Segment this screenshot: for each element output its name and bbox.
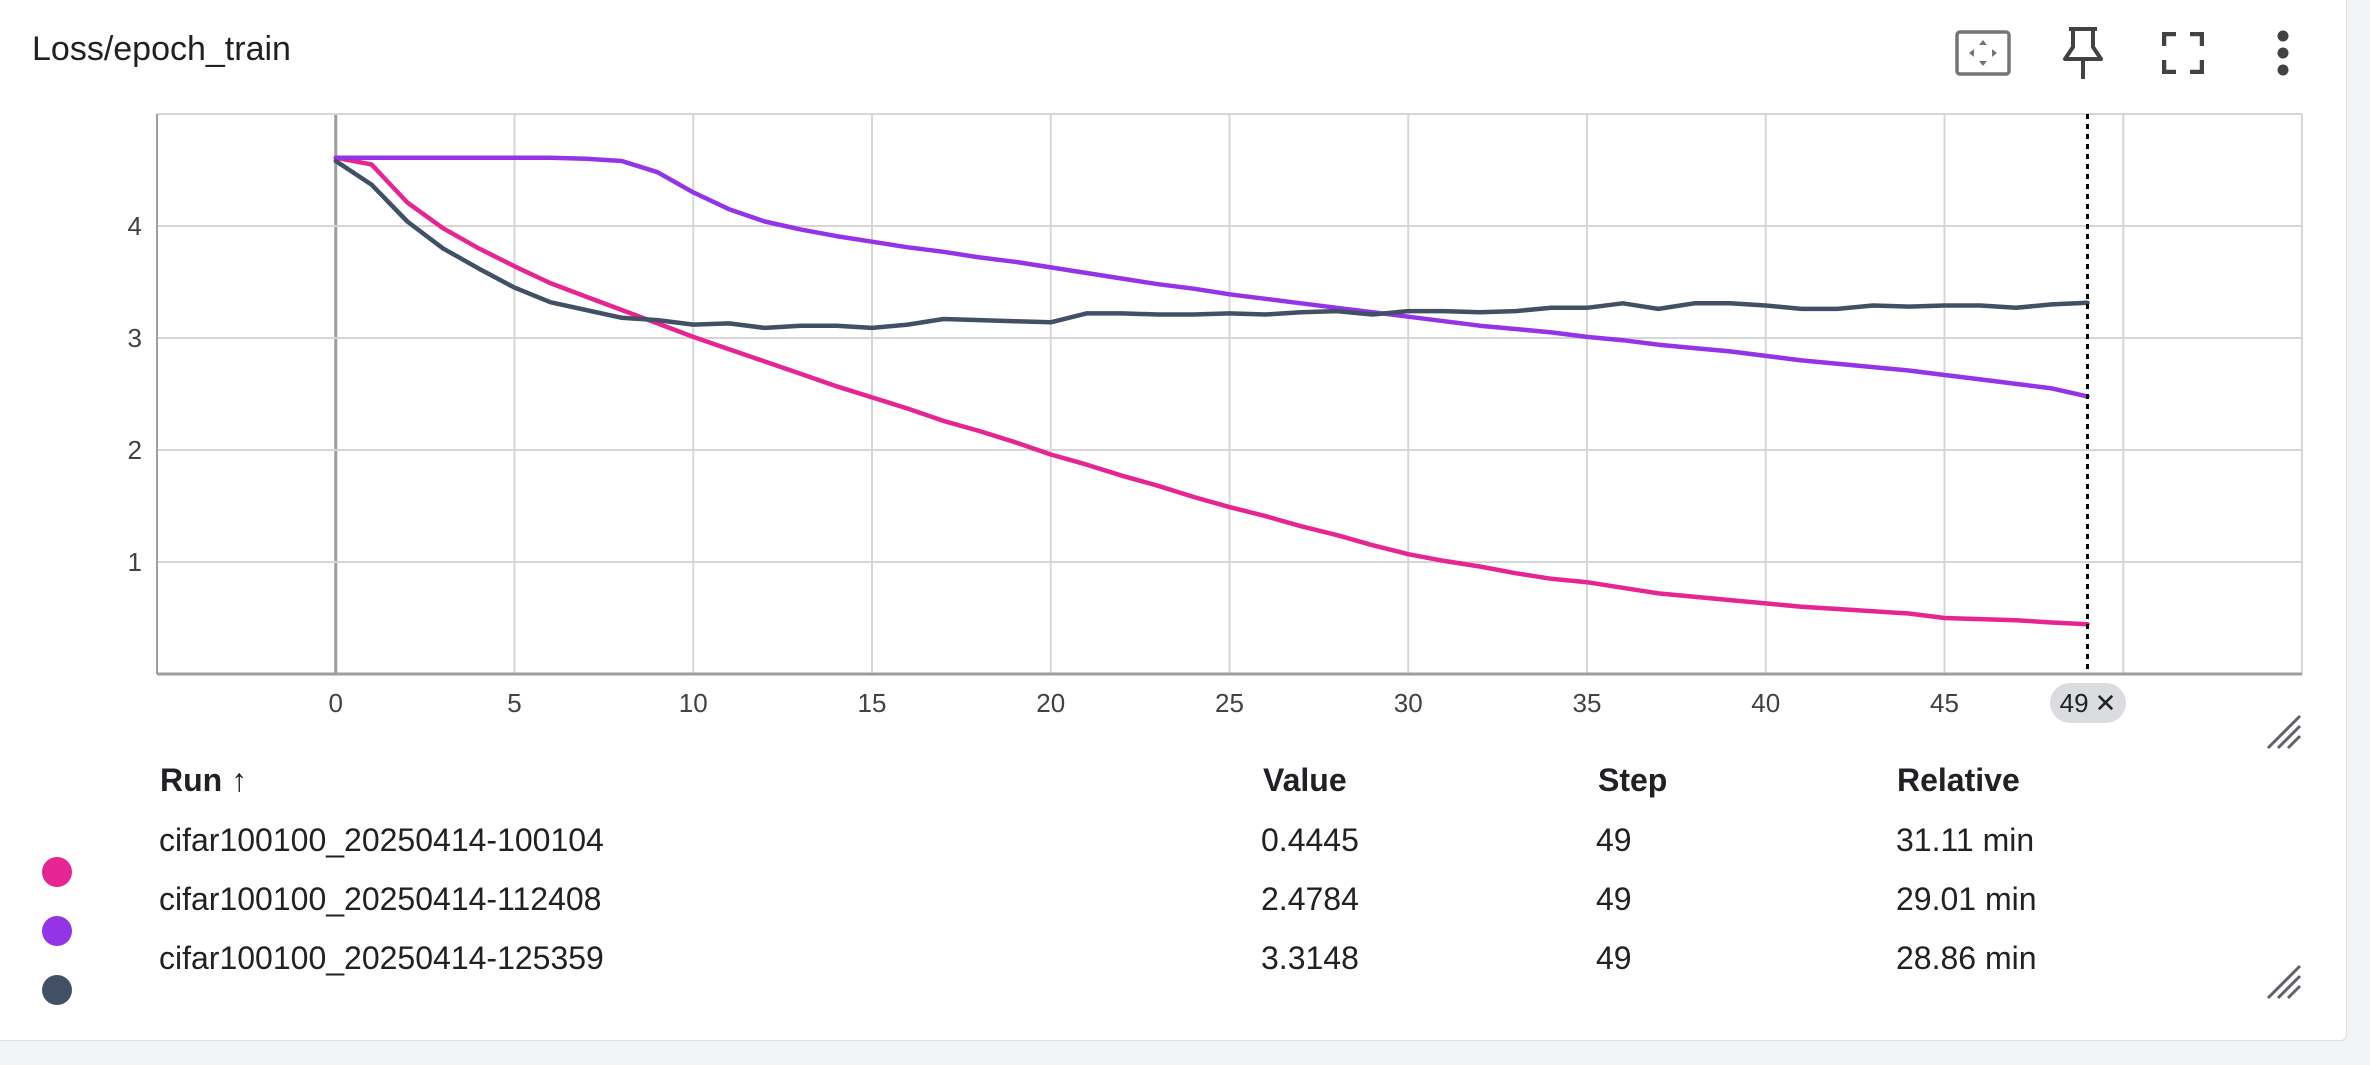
fit-domain-button[interactable] bbox=[1948, 18, 2018, 88]
pin-icon bbox=[2063, 27, 2103, 79]
table-row-step: 49 bbox=[1596, 822, 1632, 858]
hover-step-chip[interactable]: 49 ✕ bbox=[2050, 683, 2126, 723]
table-row-value: 0.4445 bbox=[1261, 822, 1359, 858]
table-row-step: 49 bbox=[1596, 881, 1632, 917]
column-header-run[interactable]: Run ↑ bbox=[160, 762, 247, 799]
run-color-dot bbox=[42, 916, 72, 946]
table-row-relative: 29.01 min bbox=[1896, 881, 2037, 917]
x-tick-label: 0 bbox=[329, 688, 343, 718]
card-title: Loss/epoch_train bbox=[32, 30, 291, 68]
x-tick-label: 10 bbox=[679, 688, 708, 718]
y-tick-label: 3 bbox=[128, 323, 142, 353]
line-chart[interactable]: 0 5 10 15 20 25 30 35 40 45 1 2 3 4 bbox=[0, 0, 2346, 740]
chart-resize-handle[interactable] bbox=[2264, 712, 2304, 752]
scalar-card: Loss/epoch_train 0 5 10 15 20 25 30 35 40 45 1 2 3 4 … bbox=[0, 0, 2347, 1041]
y-tick-label: 4 bbox=[128, 211, 142, 241]
x-tick-label: 45 bbox=[1930, 688, 1959, 718]
x-tick-label: 20 bbox=[1036, 688, 1065, 718]
more-vert-icon bbox=[2277, 30, 2289, 76]
column-header-step[interactable]: Step bbox=[1598, 762, 1668, 798]
series-line-0 bbox=[333, 155, 2090, 627]
x-tick-label: 25 bbox=[1215, 688, 1244, 718]
table-row-run[interactable]: cifar100100_20250414-112408 bbox=[159, 881, 602, 917]
y-tick-label: 2 bbox=[128, 435, 142, 465]
series-line-2 bbox=[333, 158, 2090, 331]
pin-button[interactable] bbox=[2048, 18, 2118, 88]
sort-ascending-icon: ↑ bbox=[231, 762, 248, 798]
x-tick-label: 35 bbox=[1573, 688, 1602, 718]
run-color-dot bbox=[42, 975, 72, 1005]
table-row-value: 3.3148 bbox=[1261, 940, 1359, 976]
x-tick-label: 5 bbox=[507, 688, 521, 718]
series-line-1 bbox=[333, 155, 2090, 399]
y-tick-label: 1 bbox=[128, 547, 142, 577]
column-header-value[interactable]: Value bbox=[1263, 762, 1347, 798]
hover-step-label: 49 bbox=[2059, 687, 2089, 718]
run-header-label: Run bbox=[160, 762, 223, 798]
table-resize-handle[interactable] bbox=[2264, 962, 2304, 1002]
close-icon[interactable]: ✕ bbox=[2094, 687, 2117, 718]
table-row-relative: 31.11 min bbox=[1896, 822, 2035, 858]
table-row-run[interactable]: cifar100100_20250414-125359 bbox=[159, 940, 604, 976]
fullscreen-icon bbox=[2162, 32, 2204, 74]
fullscreen-button[interactable] bbox=[2148, 18, 2218, 88]
table-row-relative: 28.86 min bbox=[1896, 940, 2037, 976]
table-row-value: 2.4784 bbox=[1261, 881, 1359, 917]
more-options-button[interactable] bbox=[2248, 18, 2318, 88]
table-row-step: 49 bbox=[1596, 940, 1632, 976]
run-color-dot bbox=[42, 857, 72, 887]
table-row-run[interactable]: cifar100100_20250414-100104 bbox=[159, 822, 604, 858]
x-tick-label: 15 bbox=[858, 688, 887, 718]
column-header-relative[interactable]: Relative bbox=[1897, 762, 2020, 798]
x-tick-label: 40 bbox=[1751, 688, 1780, 718]
fit-domain-icon bbox=[1955, 30, 2011, 76]
x-tick-label: 30 bbox=[1394, 688, 1423, 718]
